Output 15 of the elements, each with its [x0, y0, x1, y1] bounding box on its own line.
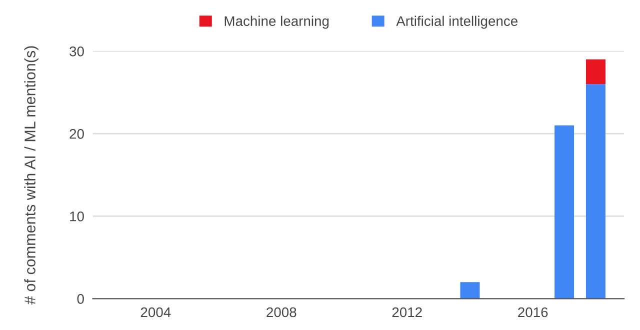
- bar: [460, 282, 480, 299]
- bar: [586, 84, 606, 299]
- x-tick-label: 2008: [266, 307, 296, 318]
- bar: [554, 125, 574, 299]
- x-tick-label: 2004: [140, 307, 171, 318]
- y-tick-label: 30: [70, 46, 84, 56]
- bar: [586, 59, 606, 84]
- y-tick-label: 0: [77, 294, 84, 304]
- x-tick-label: 2016: [518, 307, 548, 318]
- y-axis-title: # of comments with AI / ML mention(s): [24, 46, 38, 304]
- legend-label: Artificial intelligence: [396, 16, 518, 29]
- x-tick-label: 2012: [392, 307, 422, 318]
- legend-label: Machine learning: [224, 16, 329, 29]
- y-tick-label: 20: [70, 128, 84, 139]
- y-tick-label: 10: [70, 211, 84, 222]
